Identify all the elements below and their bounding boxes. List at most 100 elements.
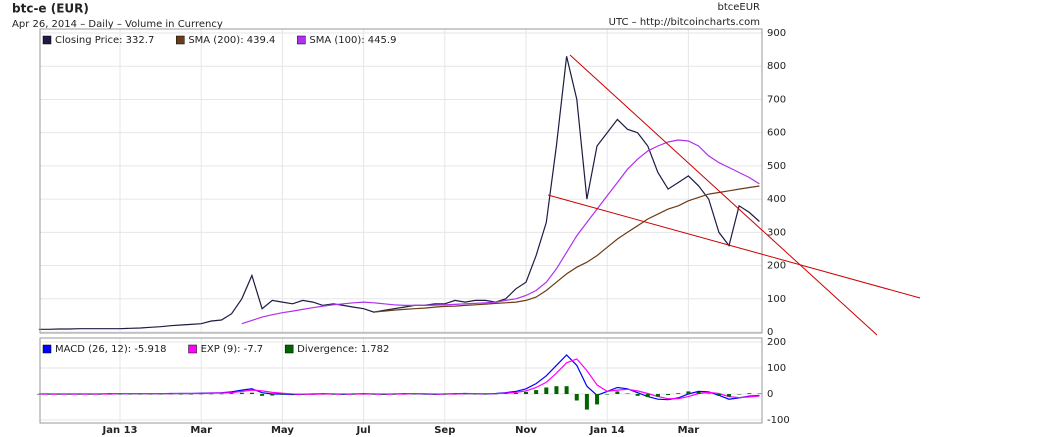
divergence-bar (178, 394, 183, 395)
legend-label: MACD (26, 12): -5.918 (55, 344, 167, 355)
series-line (38, 354, 760, 401)
legend-label: Divergence: 1.782 (297, 344, 389, 355)
divergence-bar (87, 394, 92, 395)
legend-label: SMA (100): 445.9 (309, 35, 396, 46)
divergence-bar (209, 393, 214, 395)
x-tick-label: Sep (434, 425, 455, 436)
divergence-bar (290, 394, 295, 395)
divergence-bar (625, 393, 630, 394)
divergence-bar (321, 393, 325, 395)
divergence-bar (361, 393, 366, 395)
divergence-bar (706, 393, 711, 394)
divergence-bar (442, 394, 447, 395)
divergence-bar (270, 394, 275, 396)
divergence-bar (351, 394, 356, 395)
divergence-bar (219, 393, 224, 395)
macd-frame (39, 337, 763, 424)
legend-label: SMA (200): 439.4 (188, 35, 275, 46)
divergence-bar (463, 393, 468, 395)
y-tick-label: 600 (767, 128, 786, 139)
y-tick-label: 100 (767, 363, 786, 374)
divergence-bar (524, 391, 528, 394)
divergence-bar (199, 393, 204, 395)
legend-label: Closing Price: 332.7 (55, 35, 154, 46)
divergence-bar (676, 393, 681, 394)
divergence-bar (128, 394, 133, 395)
y-tick-label: 200 (767, 261, 786, 272)
divergence-bar (107, 393, 112, 395)
divergence-bar (432, 394, 437, 395)
divergence-bar (595, 394, 600, 405)
series-line (38, 56, 760, 330)
divergence-bar (645, 394, 650, 398)
x-tick-label: Jan 13 (102, 425, 138, 436)
legend-swatch (188, 344, 197, 354)
y-tick-label: 400 (767, 194, 786, 205)
legend-swatch (297, 35, 306, 45)
divergence-bar (666, 394, 671, 396)
chart-title: btc-e (EUR) (12, 2, 89, 16)
divergence-bar (422, 394, 427, 395)
divergence-bar (503, 393, 508, 394)
divergence-bar (260, 394, 265, 396)
trend-line (569, 54, 878, 336)
divergence-bar (696, 391, 701, 394)
series-line (38, 358, 760, 400)
divergence-bar (554, 386, 559, 394)
divergence-bar (452, 393, 457, 395)
y-tick-label: 700 (767, 94, 786, 105)
y-tick-label: 200 (767, 337, 786, 348)
x-tick-label: Nov (515, 425, 537, 436)
y-tick-label: 500 (767, 161, 786, 172)
legend: Closing Price: 332.7 SMA (200): 439.4 SMA … (42, 35, 396, 355)
divergence-bar (229, 393, 234, 394)
divergence-bar (381, 394, 386, 395)
divergence-bar (412, 394, 417, 395)
divergence-bar (138, 394, 143, 395)
divergence-bar (300, 394, 305, 395)
legend-swatch (176, 35, 185, 45)
divergence-bar (402, 393, 407, 395)
divergence-bar (615, 391, 620, 394)
trend-line (547, 194, 921, 299)
x-tick-label: Mar (190, 425, 212, 436)
y-tick-label: 0 (767, 389, 773, 400)
divergence-bar (189, 394, 194, 395)
divergence-bar (605, 394, 610, 395)
divergence-bar (716, 394, 721, 396)
y-tick-label: -100 (767, 415, 790, 426)
divergence-bar (534, 390, 539, 394)
source-url: UTC – http://bitcoincharts.com (609, 17, 760, 28)
divergence-bar (118, 394, 122, 395)
x-tick-label: Jan 14 (589, 425, 625, 436)
divergence-bar (341, 394, 346, 395)
y-tick-label: 300 (767, 227, 786, 238)
divergence-bar (686, 391, 691, 394)
divergence-bar (36, 394, 41, 395)
divergence-bar (747, 393, 752, 394)
y-tick-label: 800 (767, 61, 786, 72)
series-line (241, 139, 760, 325)
divergence-bar (392, 394, 397, 395)
x-tick-label: May (271, 425, 294, 436)
x-tick-label: Jul (355, 425, 370, 436)
divergence-bar (239, 392, 244, 394)
divergence-bar (757, 393, 762, 395)
divergence-bar (564, 386, 569, 394)
source-label: btceEUR (717, 2, 760, 13)
divergence-bar (67, 394, 72, 395)
legend-swatch (42, 344, 52, 354)
divergence-bar (513, 392, 518, 394)
divergence-bar (280, 394, 285, 395)
divergence-bar (46, 394, 51, 395)
marks (36, 56, 762, 410)
price-frame (39, 28, 763, 334)
grid: 0 100 200 300 400 500 600 700 800 900 -100 0 100 200 J… (40, 28, 790, 436)
divergence-bar (148, 394, 153, 395)
divergence-bar (584, 394, 589, 410)
divergence-bar (493, 393, 498, 395)
divergence-bar (544, 387, 549, 394)
divergence-bar (57, 394, 62, 395)
divergence-bar (483, 394, 488, 395)
